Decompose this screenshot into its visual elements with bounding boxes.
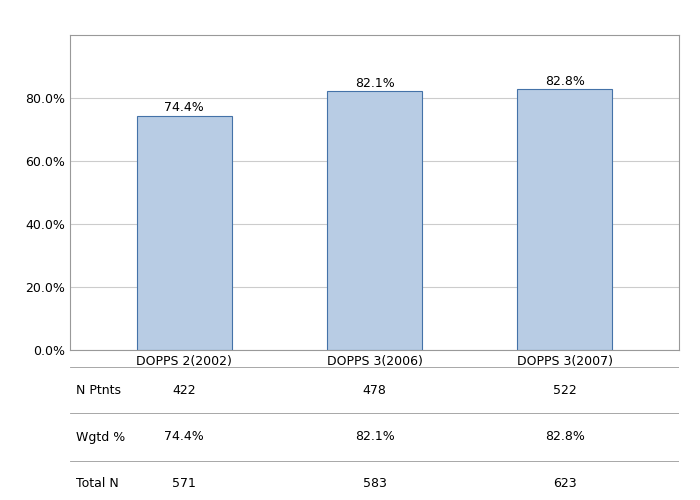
Text: 422: 422 <box>172 384 196 398</box>
Bar <box>327 92 422 350</box>
Text: 583: 583 <box>363 476 386 490</box>
Bar <box>136 116 232 350</box>
Bar <box>517 89 612 350</box>
Text: 571: 571 <box>172 476 196 490</box>
Text: 478: 478 <box>363 384 386 398</box>
Text: Wgtd %: Wgtd % <box>76 430 125 444</box>
Text: 623: 623 <box>553 476 577 490</box>
Text: 74.4%: 74.4% <box>164 101 204 114</box>
Text: Total N: Total N <box>76 476 119 490</box>
Text: 82.1%: 82.1% <box>355 77 394 90</box>
Text: 82.1%: 82.1% <box>355 430 394 444</box>
Text: N Ptnts: N Ptnts <box>76 384 121 398</box>
Text: 74.4%: 74.4% <box>164 430 204 444</box>
Text: 82.8%: 82.8% <box>545 74 584 88</box>
Text: 82.8%: 82.8% <box>545 430 584 444</box>
Text: 522: 522 <box>553 384 577 398</box>
